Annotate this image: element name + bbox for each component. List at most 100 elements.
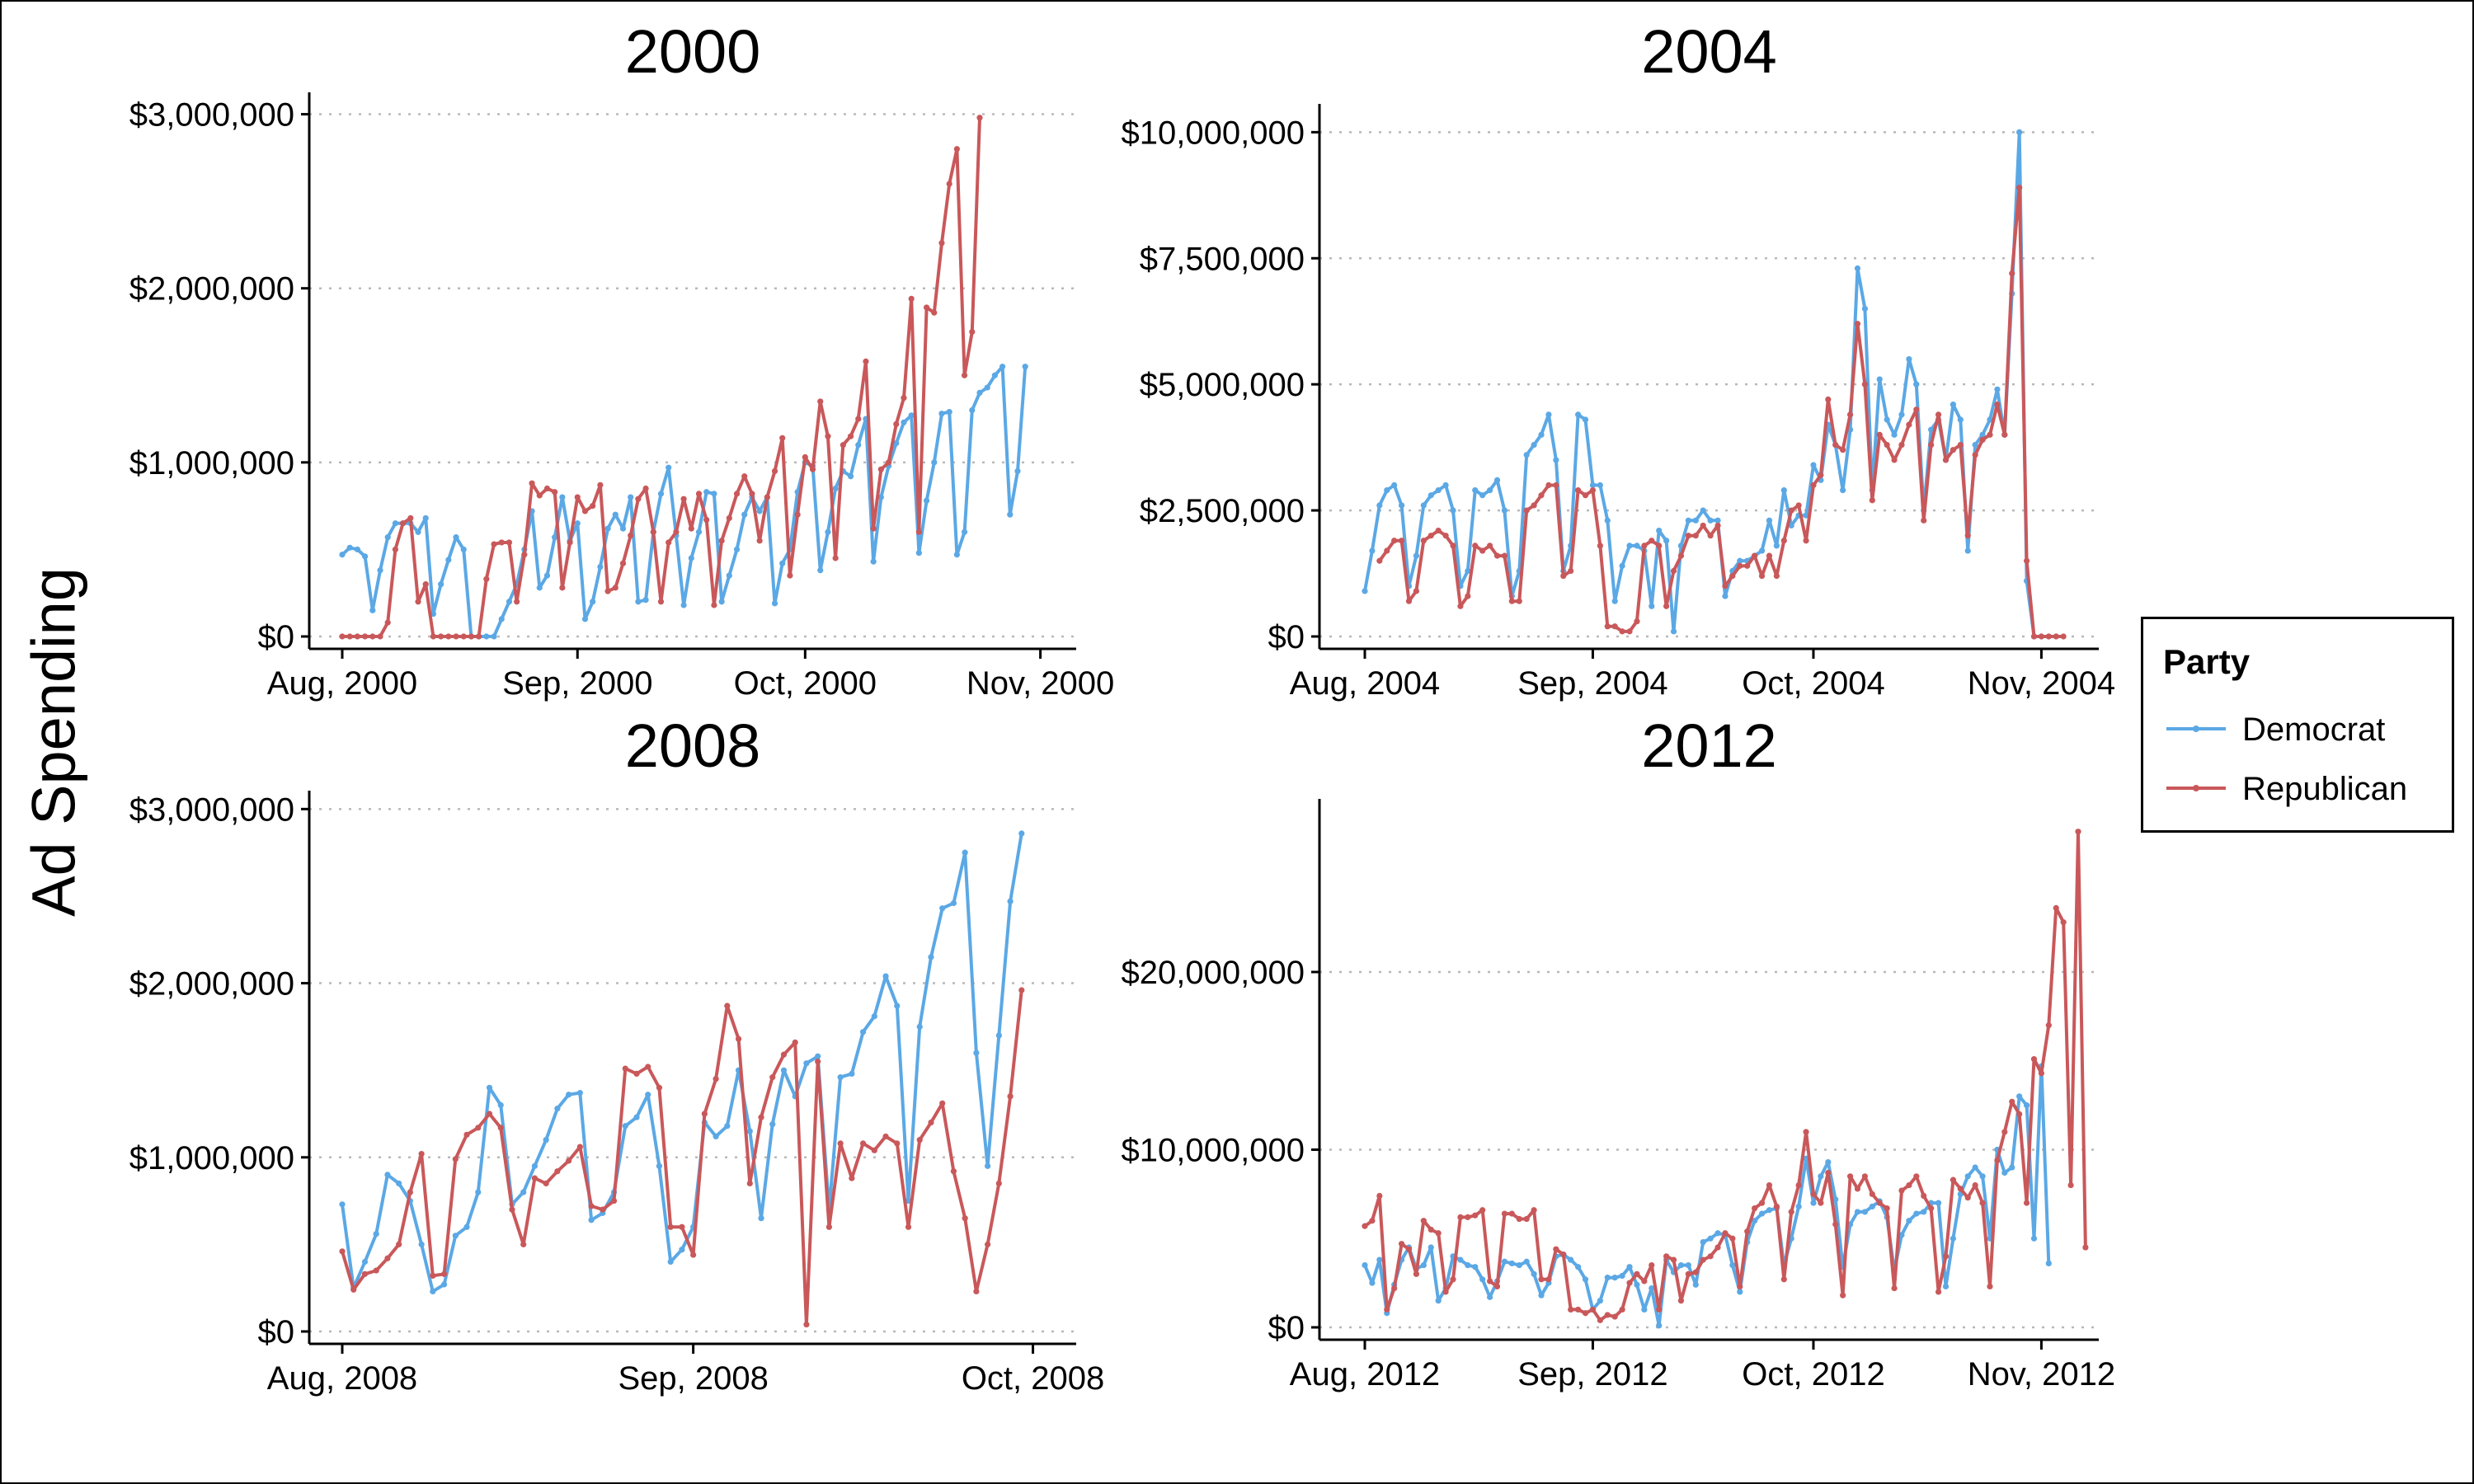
panel-2000-series-democrat-point [695, 528, 703, 535]
panel-2000-series-democrat-point [931, 459, 938, 466]
panel-2012-series-democrat-point [1479, 1276, 1486, 1283]
panel-2000-series-republican-point [604, 588, 611, 594]
panel-2012-series-republican-point [1516, 1215, 1522, 1223]
panel-2000-series-democrat-point [847, 473, 854, 480]
panel-2004-series-democrat-point [1427, 492, 1434, 499]
panel-2008-series-republican-point [486, 1111, 493, 1117]
panel-2012-series-republican-point [2053, 904, 2059, 911]
panel-2012-series-democrat-point [1634, 1281, 1640, 1288]
panel-2012-series-republican-point [1670, 1256, 1677, 1263]
panel-2000-series-democrat-point [346, 544, 353, 551]
panel-2012-series-democrat-point [1707, 1235, 1714, 1242]
panel-2012-series-republican-point [1501, 1210, 1508, 1217]
panel-2000-series-democrat-point [915, 550, 922, 556]
panel-2008-series-republican-point [735, 1036, 742, 1042]
panel-2012-series-democrat-point [1677, 1261, 1685, 1269]
panel-2004-series-republican-point [1479, 547, 1486, 554]
panel-2000-series-democrat-point [877, 494, 884, 500]
panel-2012-series-democrat-point [1942, 1283, 1950, 1290]
panel-2012-series-democrat-point [1795, 1203, 1802, 1210]
panel-2004-series-republican-point [2001, 431, 2008, 438]
panel-2000-series-republican-point [581, 508, 589, 514]
panel-2012-series-republican-point [1626, 1280, 1633, 1286]
panel-2000-series-republican-point [749, 491, 755, 497]
panel-2004-series-democrat-point [1928, 426, 1935, 433]
panel-2004-series-republican-point [1641, 542, 1648, 549]
panel-2004-series-republican-point [1465, 593, 1471, 599]
panel-2004-series-republican-point [1405, 598, 1413, 604]
panel-2008-series-republican-point [520, 1241, 527, 1247]
panel-2000-series-republican-point [339, 633, 346, 640]
panel-2008-series-democrat-point [973, 1050, 980, 1056]
panel-2004-series-democrat-point [1493, 477, 1501, 483]
panel-2000-series-republican-point [718, 538, 725, 544]
panel-2008-series-democrat-point [758, 1215, 764, 1222]
panel-2012-series-republican-point [1854, 1186, 1861, 1192]
panel-2004-series-republican-point [1677, 552, 1685, 559]
panel-2000-series-republican-point [855, 416, 862, 422]
panel-2000-series-republican-point [915, 528, 922, 535]
panel-2012-series-republican-point [1435, 1230, 1442, 1237]
panel-2004-series-democrat-point [1758, 547, 1766, 554]
panel-2004-series-democrat-point [1780, 487, 1787, 494]
panel-2004-series-democrat-point [1450, 507, 1456, 514]
panel-2000-series-democrat-point [552, 534, 558, 541]
panel-2004-series-republican-point [1391, 538, 1398, 544]
panel-2008-series-republican-point [509, 1206, 515, 1213]
panel-2012-series-republican-point [2075, 829, 2081, 835]
panel-2004-series-democrat-point [1420, 502, 1427, 509]
panel-2008-series-republican-point [905, 1223, 912, 1230]
legend-label-republican: Republican [2242, 771, 2408, 807]
panel-2008-series-democrat-point [622, 1123, 628, 1129]
panel-2000-series-democrat-point [984, 384, 990, 391]
panel-2008-series-republican-point [600, 1206, 606, 1213]
panel-2000-series-democrat-point [991, 372, 998, 378]
panel-2012-series-republican-point [1758, 1200, 1766, 1206]
panel-2012-series-democrat-point [1825, 1158, 1832, 1166]
panel-2000-series-republican-point [514, 599, 520, 605]
panel-2012-series-democrat-point [1869, 1203, 1875, 1210]
panel-2004-series-republican-point [2045, 633, 2052, 640]
panel-2012-series-republican-point [1575, 1306, 1582, 1313]
panel-2000-series-democrat-point [969, 406, 976, 414]
panel-2004-series-republican-point [1589, 487, 1597, 494]
panel-2012-series-republican-point [1737, 1283, 1743, 1290]
panel-2008-series-republican-point [973, 1288, 980, 1295]
panel-2008-series-republican-point [780, 1051, 788, 1058]
panel-2000-series-republican-point [468, 633, 475, 640]
panel-2000-series-democrat-point [733, 546, 741, 553]
panel-2008-series-republican-point [339, 1248, 346, 1255]
panel-2000-series-democrat-point [453, 534, 459, 541]
panel-2000-x-tick-label: Oct, 2000 [734, 665, 877, 702]
panel-2004-series-republican-point [1516, 598, 1522, 604]
panel-2000-series-democrat-point [711, 491, 717, 497]
panel-2008-series-democrat-point [463, 1223, 470, 1230]
panel-2004-series-republican-point [1707, 533, 1714, 539]
panel-2008-series-democrat-point [985, 1162, 991, 1169]
panel-2012-series-republican-point [1714, 1244, 1721, 1251]
panel-2000-series-democrat-point [590, 599, 596, 605]
panel-2008-series-democrat-point [520, 1189, 527, 1195]
panel-2004-series-republican-point [1538, 492, 1545, 499]
panel-2000-series-republican-point [703, 516, 710, 524]
panel-2000-series-democrat-point [445, 556, 452, 563]
panel-2000-series-democrat-point [612, 511, 618, 518]
panel-2000-series-republican-point [953, 146, 960, 153]
panel-2004-series-republican-point [1531, 502, 1537, 509]
panel-2008-series-republican-point [576, 1144, 583, 1150]
panel-2004-series-republican-point [1493, 552, 1501, 559]
panel-2012-series-republican-point [1634, 1270, 1640, 1277]
panel-2000-y-tick-label: $0 [258, 619, 295, 655]
panel-2012-series-republican-point [1649, 1261, 1655, 1269]
panel-2004-series-democrat-point [1575, 411, 1582, 418]
panel-2000-y-tick-label: $2,000,000 [129, 271, 294, 308]
panel-2000-series-democrat-point [581, 616, 589, 622]
panel-2004-series-democrat-point [1656, 527, 1663, 534]
panel-2012-series-republican-point [1677, 1298, 1685, 1304]
panel-2000-y-tick-label: $1,000,000 [129, 445, 294, 481]
panel-2008-series-republican-point [350, 1286, 357, 1293]
panel-2008-series-democrat-point [531, 1162, 539, 1169]
panel-2000-series-democrat-point [491, 633, 497, 640]
panel-2004-series-democrat-point [1619, 562, 1625, 569]
